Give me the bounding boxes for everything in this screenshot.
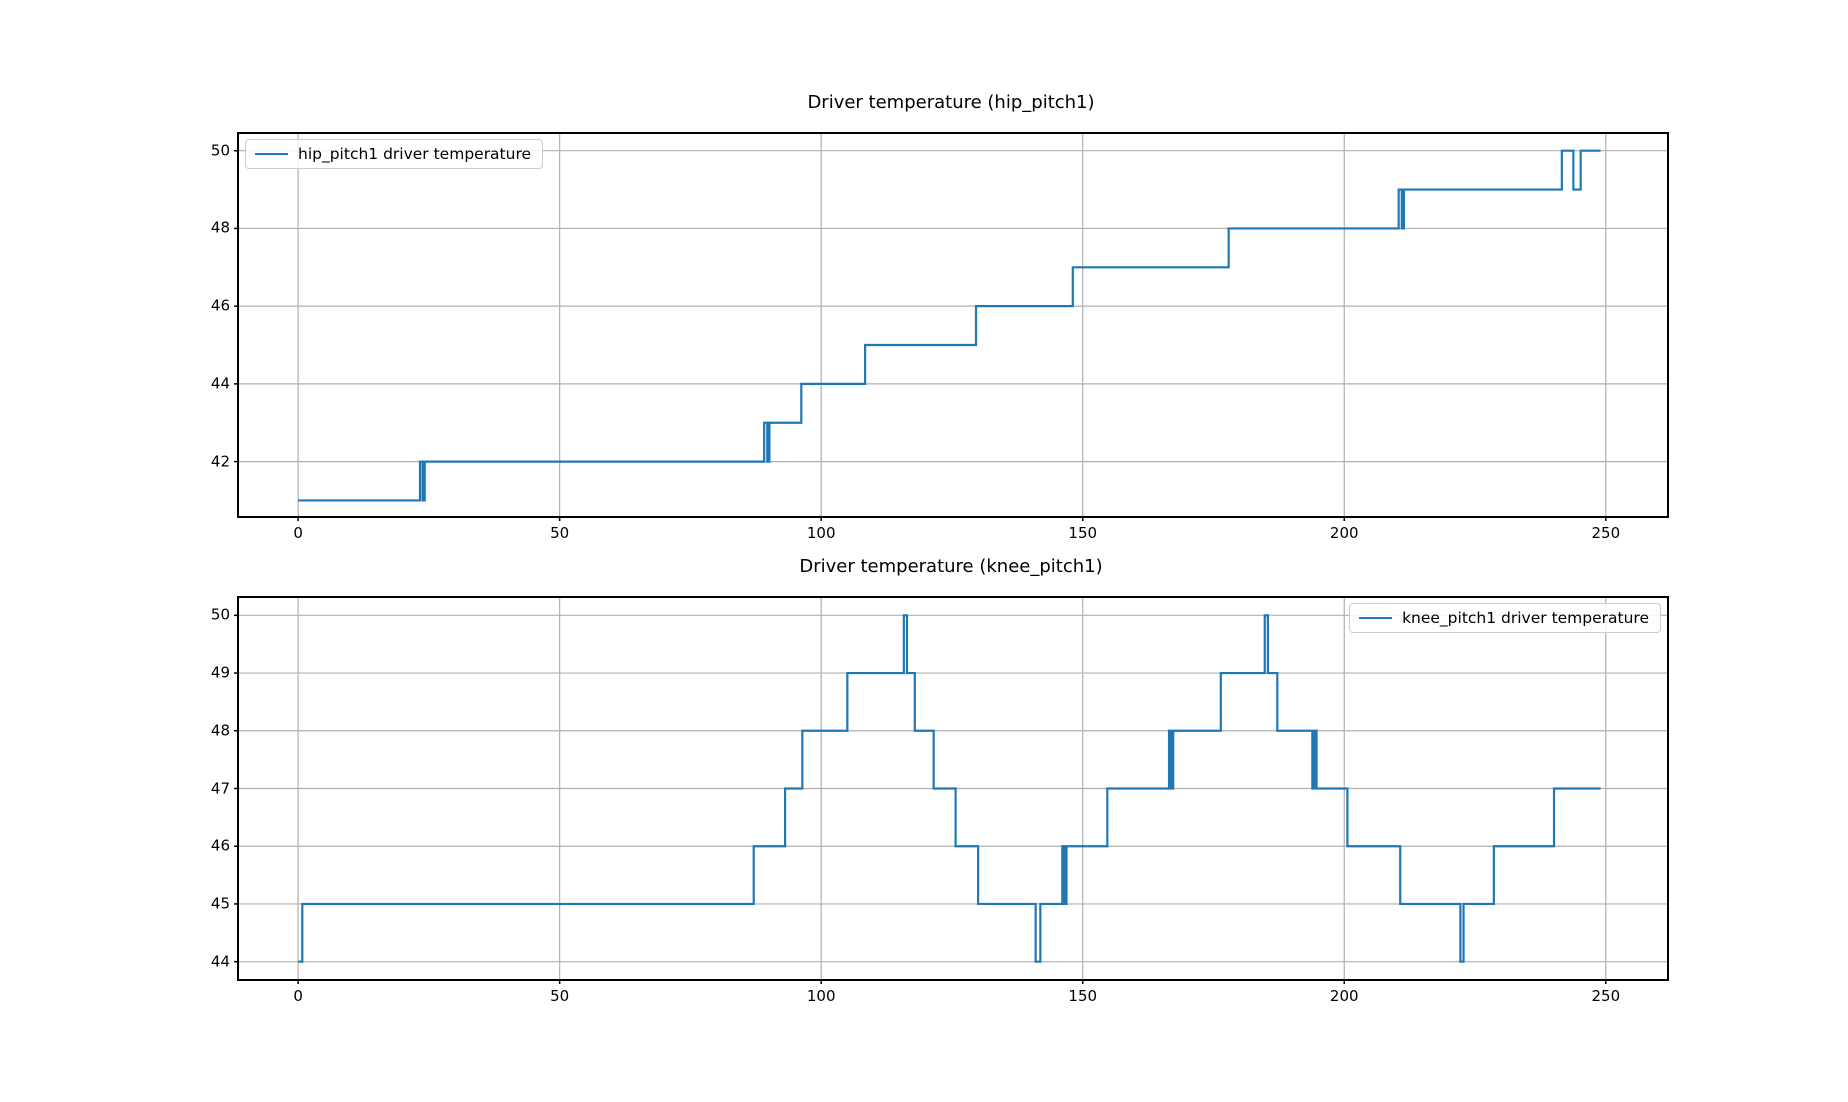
y-tick-label: 48 [210,218,230,237]
x-tick-label: 0 [293,524,303,542]
y-tick-label: 44 [210,952,230,971]
x-tick-label: 250 [1591,524,1621,542]
x-tick-label: 200 [1329,987,1359,1005]
y-tick-label: 49 [210,663,230,682]
legend-label: hip_pitch1 driver temperature [298,145,532,163]
x-tick-label: 150 [1068,524,1098,542]
y-tick-label: 47 [210,779,230,797]
plot-title: Driver temperature (knee_pitch1) [799,556,1103,577]
x-tick-label: 250 [1591,987,1621,1005]
y-tick-label: 50 [210,141,230,160]
x-tick-label: 50 [550,524,570,542]
x-tick-label: 50 [550,987,570,1005]
y-tick-label: 45 [210,894,230,913]
y-tick-label: 42 [210,452,230,471]
x-tick-label: 100 [806,987,836,1005]
y-tick-label: 46 [210,836,230,855]
x-tick-label: 100 [806,524,836,542]
y-tick-label: 44 [210,374,230,393]
y-tick-label: 48 [210,721,230,740]
plot-title: Driver temperature (hip_pitch1) [807,92,1095,113]
legend-line-swatch [1359,616,1393,620]
axes-area: knee_pitch1 driver temperature 0 50 100 150… [211,596,1669,1004]
x-tick-label: 200 [1329,524,1359,542]
legend: hip_pitch1 driver temperature [245,139,544,169]
plot-canvas [234,134,1667,521]
y-tick-label: 46 [210,296,230,315]
x-tick-label: 0 [293,987,303,1005]
axes-area: hip_pitch1 driver temperature 0 50 100 150 2… [211,132,1669,541]
legend-label: knee_pitch1 driver temperature [1402,609,1649,627]
x-tick-label: 150 [1068,987,1098,1005]
legend: knee_pitch1 driver temperature [1349,603,1661,633]
y-tick-label: 50 [210,605,230,624]
legend-line-swatch [255,152,288,156]
plot-canvas [234,598,1667,984]
